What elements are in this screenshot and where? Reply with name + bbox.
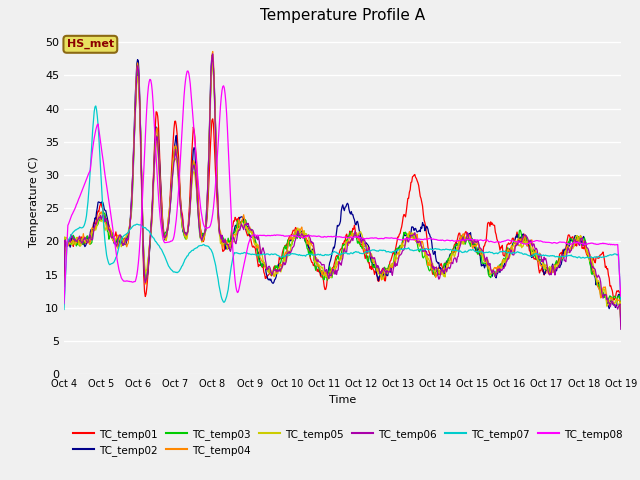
Line: TC_temp07: TC_temp07 — [64, 106, 621, 310]
TC_temp06 — [70, 237, 78, 242]
TC_temp01 — [60, 281, 68, 287]
TC_temp07 — [428, 246, 435, 252]
TC_temp08 — [185, 70, 193, 76]
TC_temp08 — [214, 142, 222, 147]
TC_temp07 — [92, 103, 100, 109]
TC_temp05 — [428, 260, 435, 266]
TC_temp02 — [208, 52, 216, 58]
TC_temp05 — [617, 323, 625, 329]
TC_temp04 — [617, 321, 625, 327]
TC_temp05 — [60, 283, 68, 288]
TC_temp07 — [411, 248, 419, 253]
TC_temp01 — [617, 317, 625, 323]
TC_temp05 — [184, 228, 192, 234]
Line: TC_temp01: TC_temp01 — [64, 72, 621, 320]
Line: TC_temp08: TC_temp08 — [64, 71, 621, 303]
X-axis label: Time: Time — [329, 395, 356, 405]
TC_temp06 — [214, 204, 222, 210]
Legend: TC_temp01, TC_temp02, TC_temp03, TC_temp04, TC_temp05, TC_temp06, TC_temp07, TC_: TC_temp01, TC_temp02, TC_temp03, TC_temp… — [69, 424, 627, 460]
TC_temp05 — [127, 208, 135, 214]
TC_temp03 — [411, 236, 419, 241]
TC_temp07 — [617, 297, 625, 303]
TC_temp06 — [411, 230, 419, 236]
TC_temp03 — [184, 227, 192, 232]
TC_temp06 — [60, 282, 68, 288]
TC_temp08 — [70, 208, 78, 214]
TC_temp02 — [428, 235, 435, 240]
TC_temp01 — [70, 238, 78, 243]
Line: TC_temp03: TC_temp03 — [64, 62, 621, 325]
TC_temp04 — [428, 265, 435, 271]
TC_temp01 — [411, 172, 419, 178]
TC_temp03 — [70, 234, 78, 240]
TC_temp08 — [60, 300, 68, 306]
Line: TC_temp02: TC_temp02 — [64, 55, 621, 324]
TC_temp04 — [60, 282, 68, 288]
TC_temp02 — [214, 206, 222, 212]
TC_temp06 — [428, 256, 435, 262]
Line: TC_temp06: TC_temp06 — [64, 54, 621, 329]
TC_temp05 — [214, 204, 222, 210]
Title: Temperature Profile A: Temperature Profile A — [260, 9, 425, 24]
Line: TC_temp04: TC_temp04 — [64, 51, 621, 324]
TC_temp03 — [428, 265, 435, 271]
TC_temp05 — [411, 233, 419, 239]
TC_temp01 — [134, 70, 141, 75]
Y-axis label: Temperature (C): Temperature (C) — [29, 156, 40, 247]
TC_temp03 — [60, 279, 68, 285]
TC_temp07 — [214, 276, 222, 282]
TC_temp04 — [411, 237, 419, 243]
TC_temp01 — [127, 204, 135, 210]
TC_temp05 — [209, 60, 216, 65]
TC_temp04 — [184, 225, 192, 231]
TC_temp04 — [127, 205, 135, 211]
TC_temp03 — [209, 60, 216, 65]
TC_temp05 — [70, 241, 78, 247]
TC_temp01 — [428, 258, 435, 264]
TC_temp08 — [184, 68, 192, 74]
TC_temp08 — [411, 237, 419, 242]
TC_temp08 — [127, 279, 135, 285]
TC_temp03 — [127, 211, 135, 216]
TC_temp03 — [214, 209, 222, 215]
TC_temp08 — [617, 293, 625, 299]
TC_temp01 — [214, 216, 222, 222]
Text: HS_met: HS_met — [67, 39, 114, 49]
TC_temp03 — [617, 322, 625, 328]
TC_temp06 — [184, 228, 192, 234]
TC_temp04 — [209, 48, 216, 54]
TC_temp02 — [411, 226, 419, 232]
TC_temp04 — [70, 240, 78, 245]
TC_temp07 — [128, 224, 136, 230]
TC_temp06 — [209, 51, 216, 57]
TC_temp08 — [428, 236, 435, 241]
TC_temp06 — [127, 204, 135, 210]
TC_temp06 — [617, 326, 625, 332]
TC_temp01 — [185, 216, 193, 221]
Line: TC_temp05: TC_temp05 — [64, 62, 621, 326]
TC_temp02 — [127, 198, 135, 204]
TC_temp07 — [185, 251, 193, 257]
TC_temp02 — [184, 228, 192, 233]
TC_temp07 — [60, 307, 68, 312]
TC_temp02 — [617, 321, 625, 327]
TC_temp07 — [70, 228, 78, 234]
TC_temp04 — [214, 209, 222, 215]
TC_temp02 — [60, 284, 68, 289]
TC_temp02 — [70, 240, 78, 245]
